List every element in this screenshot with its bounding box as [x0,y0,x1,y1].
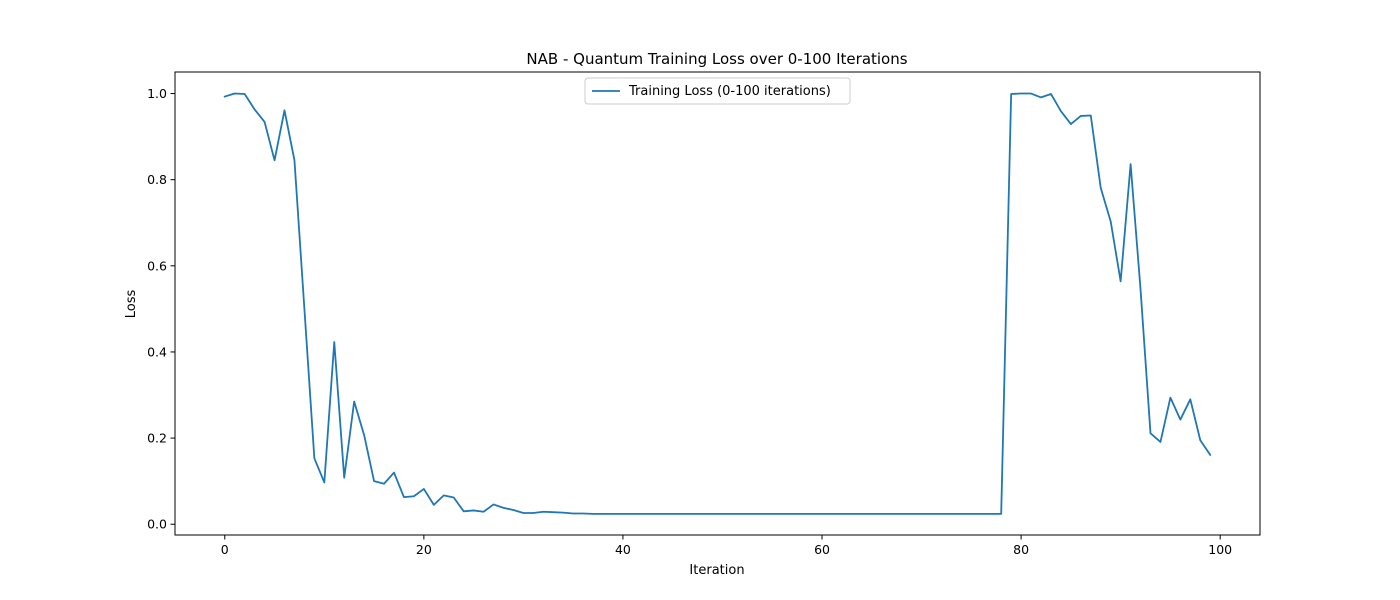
x-axis-label: Iteration [689,563,744,578]
x-tick-label: 80 [1013,542,1029,557]
x-tick-label: 0 [221,542,229,557]
x-tick-label: 20 [416,542,432,557]
x-axis-ticks: 0 20 40 60 80 100 [221,535,1232,557]
y-tick-label: 0.0 [147,517,167,532]
y-axis-ticks: 0.0 0.2 0.4 0.6 0.8 1.0 [147,86,175,532]
x-tick-label: 40 [615,542,631,557]
legend: Training Loss (0-100 iterations) [584,77,851,105]
legend-box [584,77,851,105]
plot-background [175,72,1260,535]
y-tick-label: 0.4 [147,344,167,359]
plot-area [175,72,1260,535]
y-tick-label: 0.2 [147,431,167,446]
y-tick-label: 1.0 [147,86,167,101]
y-tick-label: 0.8 [147,172,167,187]
y-axis-label: Loss [124,290,139,319]
series-line [223,92,1212,515]
chart-title: NAB - Quantum Training Loss over 0-100 I… [526,50,907,68]
series-layer [223,92,1212,515]
x-tick-label: 100 [1208,542,1232,557]
x-tick-label: 60 [814,542,830,557]
plot-frame [174,71,1261,536]
legend-label: Training Loss (0-100 iterations) [628,84,831,99]
y-tick-label: 0.6 [147,258,167,273]
